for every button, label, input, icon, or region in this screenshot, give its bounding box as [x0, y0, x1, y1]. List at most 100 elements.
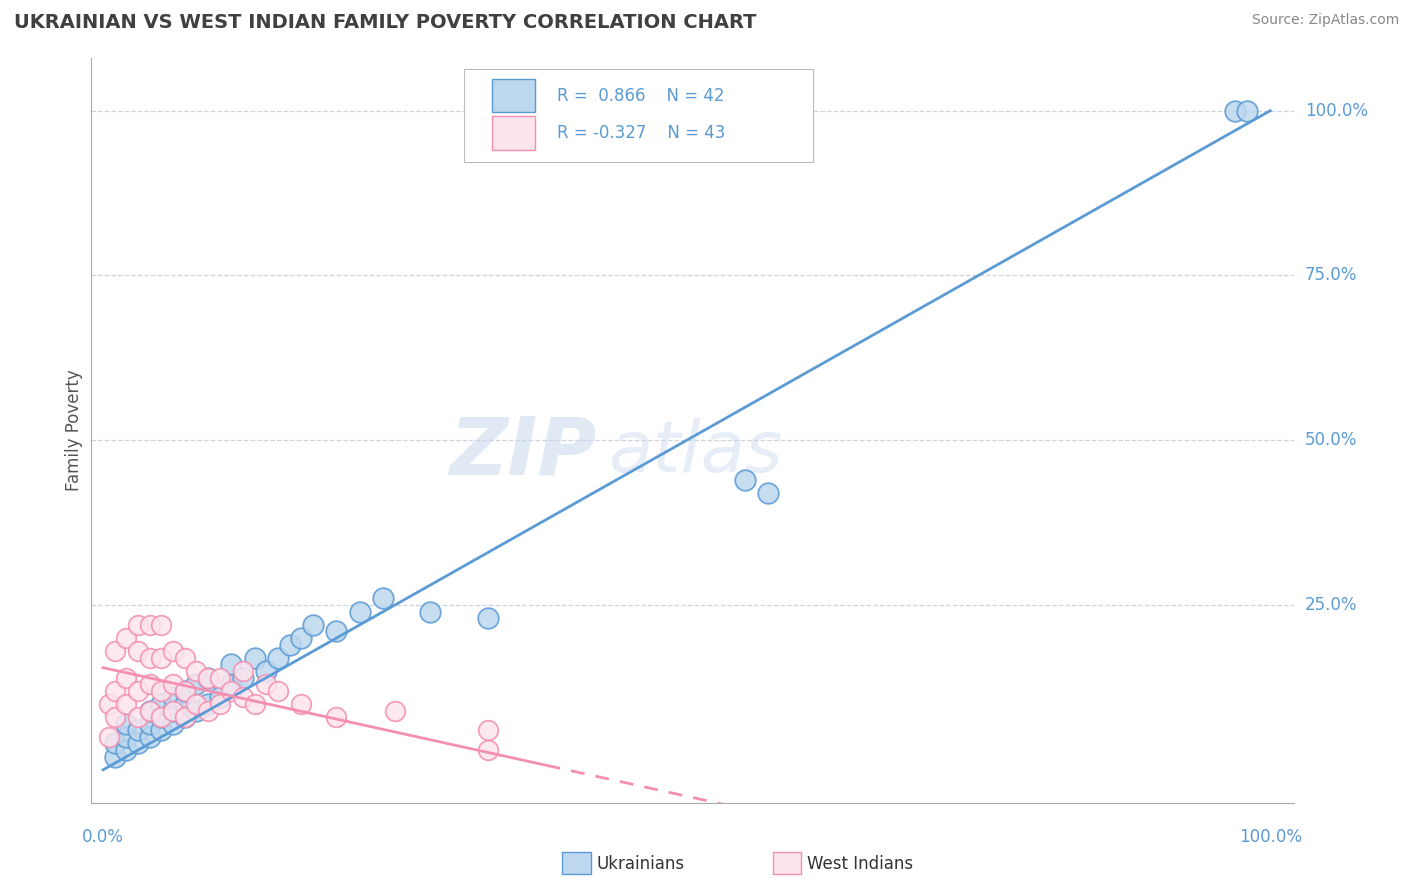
- Point: [221, 657, 243, 672]
- Point: [173, 710, 195, 724]
- Point: [325, 624, 347, 639]
- Point: [477, 611, 499, 625]
- Text: R = -0.327    N = 43: R = -0.327 N = 43: [557, 124, 725, 142]
- Point: [208, 671, 231, 685]
- Point: [477, 723, 499, 738]
- Point: [139, 704, 162, 718]
- Text: 0.0%: 0.0%: [82, 828, 124, 846]
- Point: [162, 690, 184, 705]
- Point: [232, 664, 254, 678]
- Point: [139, 730, 162, 744]
- Point: [127, 644, 149, 658]
- Point: [186, 664, 208, 678]
- Point: [756, 486, 779, 500]
- Point: [104, 683, 127, 698]
- Point: [162, 677, 184, 691]
- Point: [150, 697, 173, 711]
- Point: [150, 710, 173, 724]
- Point: [208, 697, 231, 711]
- Text: Ukrainians: Ukrainians: [596, 855, 685, 873]
- Point: [104, 749, 127, 764]
- Point: [162, 644, 184, 658]
- Point: [256, 677, 278, 691]
- Point: [139, 677, 162, 691]
- Point: [150, 683, 173, 698]
- Point: [384, 704, 406, 718]
- Point: [197, 697, 219, 711]
- Point: [208, 690, 231, 705]
- Point: [162, 704, 184, 718]
- Point: [267, 650, 290, 665]
- Point: [173, 710, 195, 724]
- Point: [139, 650, 162, 665]
- Point: [115, 743, 138, 757]
- Point: [221, 683, 243, 698]
- Point: [97, 697, 120, 711]
- Text: 100.0%: 100.0%: [1239, 828, 1302, 846]
- Point: [278, 638, 301, 652]
- Y-axis label: Family Poverty: Family Poverty: [65, 369, 83, 491]
- Point: [115, 716, 138, 731]
- Point: [150, 723, 173, 738]
- FancyBboxPatch shape: [492, 116, 534, 150]
- Point: [127, 617, 149, 632]
- Point: [127, 736, 149, 750]
- Point: [186, 704, 208, 718]
- Point: [477, 743, 499, 757]
- Point: [197, 671, 219, 685]
- Point: [256, 664, 278, 678]
- Point: [127, 683, 149, 698]
- Point: [127, 723, 149, 738]
- Point: [115, 697, 138, 711]
- Point: [419, 605, 441, 619]
- Point: [104, 644, 127, 658]
- Text: West Indians: West Indians: [807, 855, 912, 873]
- Point: [173, 650, 195, 665]
- Point: [197, 704, 219, 718]
- Point: [173, 683, 195, 698]
- Point: [115, 730, 138, 744]
- Point: [115, 671, 138, 685]
- Point: [173, 697, 195, 711]
- Point: [1236, 103, 1258, 118]
- Point: [162, 704, 184, 718]
- Point: [349, 605, 371, 619]
- Point: [104, 710, 127, 724]
- Point: [139, 704, 162, 718]
- Point: [734, 473, 756, 487]
- Point: [127, 710, 149, 724]
- Text: ZIP: ZIP: [449, 414, 596, 491]
- Point: [139, 617, 162, 632]
- Point: [290, 631, 312, 645]
- Point: [373, 591, 395, 606]
- Point: [186, 677, 208, 691]
- Point: [173, 683, 195, 698]
- Text: Source: ZipAtlas.com: Source: ZipAtlas.com: [1251, 13, 1399, 28]
- Text: 50.0%: 50.0%: [1305, 431, 1357, 450]
- Point: [139, 716, 162, 731]
- Point: [150, 617, 173, 632]
- Point: [267, 683, 290, 698]
- Point: [150, 650, 173, 665]
- Point: [302, 617, 325, 632]
- Text: 75.0%: 75.0%: [1305, 267, 1357, 285]
- Point: [232, 671, 254, 685]
- Text: atlas: atlas: [609, 418, 783, 487]
- Point: [1223, 103, 1246, 118]
- Point: [104, 736, 127, 750]
- Point: [221, 677, 243, 691]
- Text: UKRAINIAN VS WEST INDIAN FAMILY POVERTY CORRELATION CHART: UKRAINIAN VS WEST INDIAN FAMILY POVERTY …: [14, 13, 756, 32]
- FancyBboxPatch shape: [492, 78, 534, 112]
- Point: [290, 697, 312, 711]
- Text: 100.0%: 100.0%: [1305, 102, 1368, 120]
- Point: [197, 671, 219, 685]
- Point: [97, 730, 120, 744]
- Point: [186, 697, 208, 711]
- Text: 25.0%: 25.0%: [1305, 596, 1357, 614]
- Point: [243, 697, 266, 711]
- Point: [243, 650, 266, 665]
- Point: [232, 690, 254, 705]
- Point: [115, 631, 138, 645]
- Point: [162, 716, 184, 731]
- Text: R =  0.866    N = 42: R = 0.866 N = 42: [557, 87, 724, 104]
